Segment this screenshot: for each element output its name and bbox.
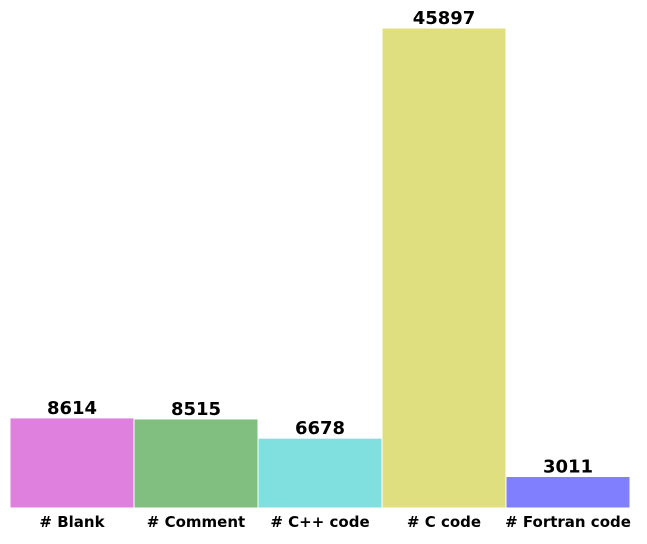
bar-c-code xyxy=(257,437,383,509)
value-label-c-code: 45897 xyxy=(413,8,476,29)
category-label-fortran-code: # Fortran code xyxy=(505,513,631,531)
value-label-blank: 8614 xyxy=(47,398,97,419)
category-label-blank: # Blank xyxy=(39,513,105,531)
bar-fortran-code xyxy=(505,476,631,509)
category-label-comment: # Comment xyxy=(147,513,245,531)
value-label-c-code: 6678 xyxy=(295,418,345,439)
value-label-comment: 8515 xyxy=(171,399,221,420)
category-label-c-code: # C code xyxy=(407,513,481,531)
bar-blank xyxy=(9,417,135,509)
value-labels-layer: 8614 8515 6678 45897 3011 xyxy=(47,8,593,478)
bar-comment xyxy=(133,418,259,509)
bar-c-code xyxy=(381,27,507,509)
bars-layer xyxy=(9,27,631,509)
category-label-c-code: # C++ code xyxy=(270,513,369,531)
category-labels-layer: # Blank # Comment # C++ code # C code # Fort… xyxy=(39,513,631,531)
value-label-fortran-code: 3011 xyxy=(543,457,593,478)
